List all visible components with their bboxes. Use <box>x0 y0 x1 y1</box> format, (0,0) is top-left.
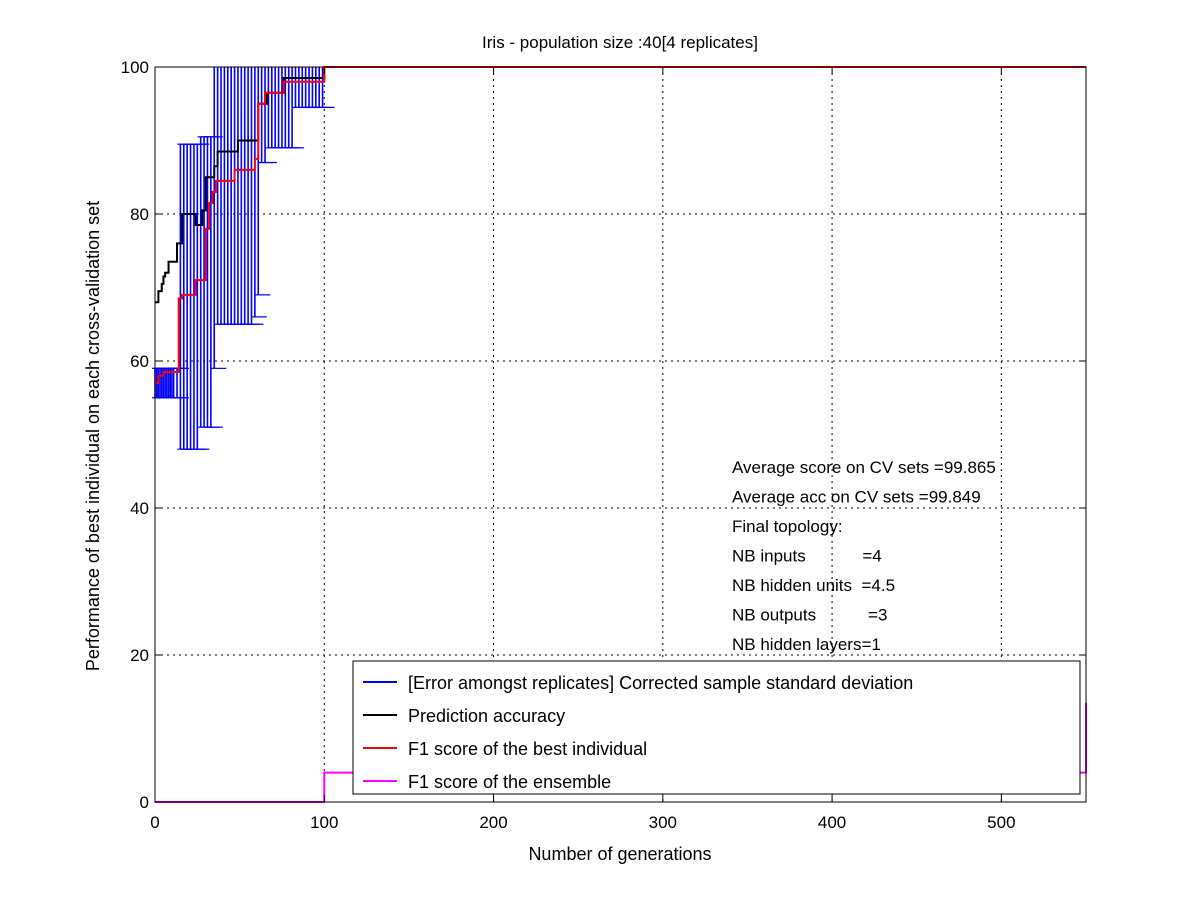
y-tick-label: 40 <box>130 499 149 518</box>
legend: [Error amongst replicates] Corrected sam… <box>352 660 1081 795</box>
annotation-line: NB outputs =3 <box>732 606 887 625</box>
x-tick-label: 0 <box>150 813 159 832</box>
x-tick-label: 500 <box>987 813 1015 832</box>
summary-annotations: Average score on CV sets =99.865 Average … <box>732 458 996 654</box>
x-axis-title: Number of generations <box>528 844 711 864</box>
annotation-line: NB hidden layers=1 <box>732 635 881 654</box>
legend-label: F1 score of the ensemble <box>408 772 611 792</box>
legend-label: F1 score of the best individual <box>408 739 647 759</box>
annotation-line: NB inputs =4 <box>732 547 882 566</box>
x-tick-label: 200 <box>479 813 507 832</box>
y-axis-title: Performance of best individual on each c… <box>83 201 103 671</box>
plot-frame <box>154 66 1087 803</box>
x-tick-label: 400 <box>818 813 846 832</box>
legend-box <box>352 660 1081 795</box>
plot-area <box>152 66 1087 803</box>
annotation-line: Average acc on CV sets =99.849 <box>732 488 981 507</box>
legend-label: Prediction accuracy <box>408 706 565 726</box>
y-tick-label: 100 <box>121 58 149 77</box>
annotation-line: Final topology: <box>732 517 843 536</box>
y-tick-label: 60 <box>130 352 149 371</box>
x-tick-label: 100 <box>310 813 338 832</box>
y-tick-label: 80 <box>130 205 149 224</box>
y-tick-label: 20 <box>130 646 149 665</box>
axis-ticks: 0 100 200 300 400 500 0 20 40 60 80 100 <box>121 58 1086 832</box>
annotation-line: Average score on CV sets =99.865 <box>732 458 996 477</box>
x-tick-label: 300 <box>649 813 677 832</box>
legend-label: [Error amongst replicates] Corrected sam… <box>408 673 913 693</box>
y-tick-label: 0 <box>140 793 149 812</box>
f1-best-line <box>155 66 1086 385</box>
chart-title: Iris - population size :40[4 replicates] <box>482 33 758 52</box>
annotation-line: NB hidden units =4.5 <box>732 576 895 595</box>
